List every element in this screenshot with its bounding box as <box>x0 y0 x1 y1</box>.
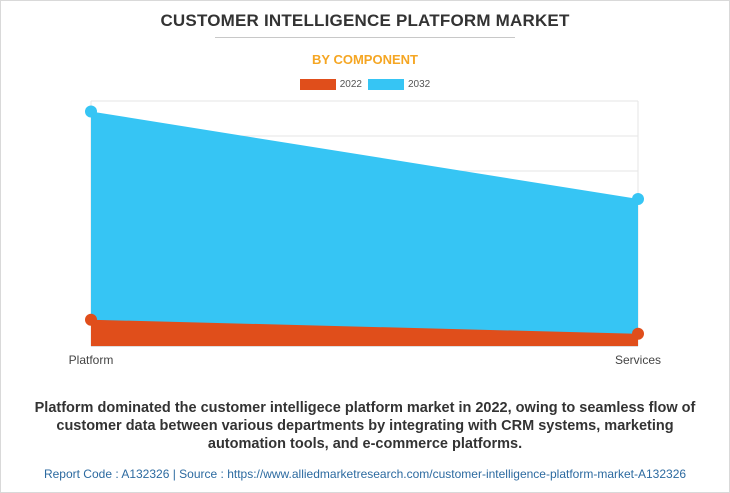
area-2032 <box>91 111 638 346</box>
data-points <box>85 105 644 340</box>
x-axis-ticks: Platform Services <box>69 353 661 367</box>
chart-description: Platform dominated the customer intellig… <box>34 400 696 452</box>
legend: 2022 2032 <box>0 79 730 90</box>
legend-item-2022[interactable]: 2022 <box>299 79 362 90</box>
point-2032-services <box>632 193 644 205</box>
legend-swatch-2022 <box>299 79 336 90</box>
source-footer[interactable]: Report Code : A132326 | Source : https:/… <box>43 467 687 481</box>
area-series <box>91 111 638 346</box>
area-chart: Platform Services <box>69 100 661 367</box>
legend-label-2022: 2022 <box>339 79 362 90</box>
chart-subtitle: BY COMPONENT <box>312 52 418 67</box>
point-2022-services <box>632 327 644 340</box>
chart-title: CUSTOMER INTELLIGENCE PLATFORM MARKET <box>160 11 570 30</box>
legend-swatch-2032 <box>368 79 404 90</box>
legend-item-2032[interactable]: 2032 <box>368 79 430 90</box>
point-2022-platform <box>85 313 97 326</box>
x-tick-label-services: Services <box>615 353 661 367</box>
legend-label-2032: 2032 <box>408 79 431 90</box>
area-2022 <box>91 319 638 346</box>
x-tick-label-platform: Platform <box>69 353 114 367</box>
title-divider <box>215 37 515 38</box>
point-2032-platform <box>85 105 97 118</box>
